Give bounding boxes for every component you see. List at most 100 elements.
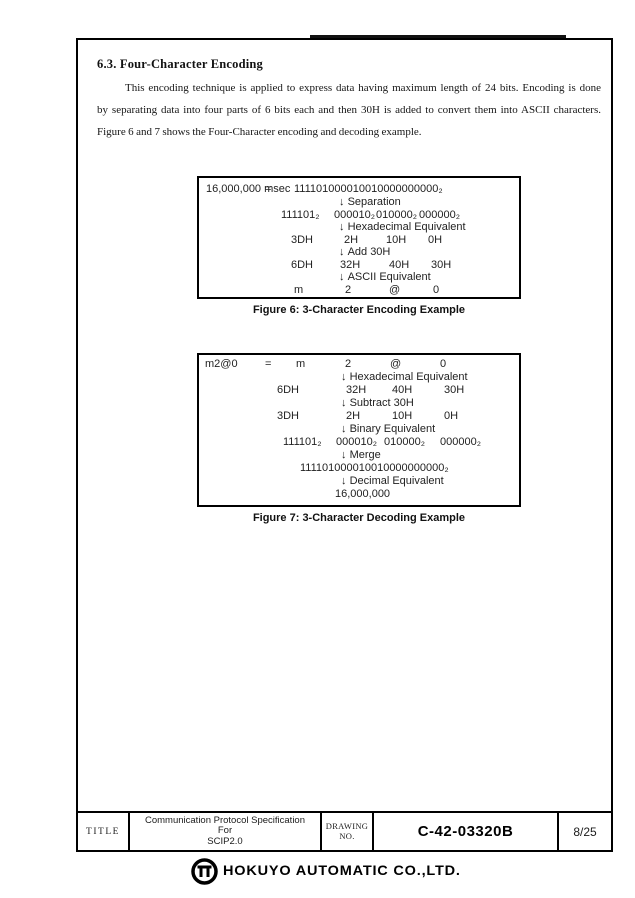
down-arrow-icon: ↓ <box>339 271 345 283</box>
hex-value: 30H <box>444 384 465 396</box>
step-row: ↓ Decimal Equivalent <box>341 475 444 487</box>
drawing-no-label-line: NO. <box>339 830 355 841</box>
step-row: ↓ Binary Equivalent <box>341 423 435 435</box>
figure7-box: m2@0 = m 2 @ 0 ↓ Hexadecimal Equivalent … <box>197 353 521 507</box>
hex-value: 10H <box>386 234 407 246</box>
hex-value: 10H <box>392 410 413 422</box>
figure-row: 111101₂ 000010₂ 010000₂ 000000₂ <box>199 436 519 448</box>
hex-value: 32H <box>346 384 367 396</box>
step-label: ASCII Equivalent <box>347 271 431 283</box>
titleblock: TITLE Communication Protocol Specificati… <box>78 811 611 850</box>
equals-sign: = <box>265 358 272 370</box>
figure6-box: 16,000,000 msec = 1111010000100100000000… <box>197 176 521 299</box>
hex-value: 40H <box>389 259 410 271</box>
equals-sign: = <box>265 183 272 195</box>
down-arrow-icon: ↓ <box>339 221 345 233</box>
ascii-value: m <box>294 284 304 296</box>
hex-value: 6DH <box>291 259 314 271</box>
drawing-number: C-42-03320B <box>372 813 557 850</box>
figure-row: m2@0 = m 2 @ 0 <box>199 358 519 370</box>
ascii-value: 0 <box>433 284 440 296</box>
binary-part: 000000₂ <box>419 209 460 221</box>
figure-row: 111101₂ 000010₂ 010000₂ 000000₂ <box>199 209 519 221</box>
scan-artifact <box>310 35 566 38</box>
step-row: ↓ Separation <box>339 196 401 208</box>
ascii-value: 0 <box>440 358 447 370</box>
down-arrow-icon: ↓ <box>341 449 347 461</box>
binary-full: 111101000010010000000000₂ <box>300 462 449 474</box>
hex-value: 32H <box>340 259 361 271</box>
down-arrow-icon: ↓ <box>341 423 347 435</box>
binary-part: 000010₂ <box>334 209 375 221</box>
drawing-no-label: DRAWING NO. <box>320 813 372 850</box>
hex-value: 40H <box>392 384 413 396</box>
step-row: ↓ Merge <box>341 449 381 461</box>
section-heading: 6.3. Four-Character Encoding <box>97 57 264 71</box>
page-border: TITLE Communication Protocol Specificati… <box>76 38 613 852</box>
step-label: Merge <box>349 449 381 461</box>
doc-title-line: Communication Protocol Specification <box>145 814 305 826</box>
binary-part: 000010₂ <box>336 436 377 448</box>
figure6-caption: Figure 6: 3-Character Encoding Example <box>252 304 466 316</box>
doc-title-line: For <box>217 825 233 837</box>
hokuyo-logo-icon <box>191 857 218 885</box>
step-label: Binary Equivalent <box>349 423 436 435</box>
page-number: 8/25 <box>557 813 611 850</box>
down-arrow-icon: ↓ <box>341 475 347 487</box>
step-row: ↓ Hexadecimal Equivalent <box>341 371 468 383</box>
ascii-value: @ <box>390 358 402 370</box>
input-value: 16,000,000 msec <box>206 183 291 195</box>
step-row: ↓ Add 30H <box>339 246 390 258</box>
figure-row: m 2 @ 0 <box>199 284 519 296</box>
step-label: Decimal Equivalent <box>349 475 444 487</box>
title-label-text: TITLE <box>86 826 120 837</box>
ascii-value: m <box>296 358 306 370</box>
hex-value: 0H <box>428 234 443 246</box>
down-arrow-icon: ↓ <box>341 371 347 383</box>
ascii-value: 2 <box>345 284 352 296</box>
company-logo: HOKUYO AUTOMATIC CO.,LTD. <box>190 856 461 886</box>
down-arrow-icon: ↓ <box>339 246 345 258</box>
body-paragraph-line: This encoding technique is applied to ex… <box>125 82 601 94</box>
hokuyo-logo-text: HOKUYO AUTOMATIC CO.,LTD. <box>223 863 461 879</box>
figure-row: 16,000,000 msec = 1111010000100100000000… <box>199 183 519 195</box>
hex-value: 2H <box>346 410 361 422</box>
decimal-value: 16,000,000 <box>335 488 391 500</box>
step-label: Separation <box>347 196 401 208</box>
ascii-value: @ <box>389 284 401 296</box>
body-paragraph-line: by separating data into four parts of 6 … <box>97 104 601 116</box>
doc-title-line: SCIP2.0 <box>207 835 243 847</box>
down-arrow-icon: ↓ <box>341 397 347 409</box>
hex-value: 30H <box>431 259 452 271</box>
binary-part: 000000₂ <box>440 436 481 448</box>
figure-row: 3DH 2H 10H 0H <box>199 410 519 422</box>
binary-part: 111101₂ <box>283 436 322 448</box>
step-label: Add 30H <box>347 246 391 258</box>
hex-value: 2H <box>344 234 359 246</box>
doc-title: Communication Protocol Specification For… <box>128 813 320 850</box>
hex-value: 3DH <box>291 234 314 246</box>
hex-value: 6DH <box>277 384 300 396</box>
body-paragraph-line: Figure 6 and 7 shows the Four-Character … <box>97 126 422 138</box>
hex-value: 3DH <box>277 410 300 422</box>
step-label: Hexadecimal Equivalent <box>347 221 466 233</box>
figure-row: 111101000010010000000000₂ <box>199 462 519 474</box>
binary-part: 111101₂ <box>281 209 320 221</box>
step-label: Hexadecimal Equivalent <box>349 371 468 383</box>
figure7-caption: Figure 7: 3-Character Decoding Example <box>252 512 466 524</box>
step-row: ↓ Hexadecimal Equivalent <box>339 221 466 233</box>
step-label: Subtract 30H <box>349 397 414 409</box>
body-paragraph: This encoding technique is applied to ex… <box>97 77 601 143</box>
binary-full: 111101000010010000000000₂ <box>294 183 443 195</box>
figure-row: 6DH 32H 40H 30H <box>199 259 519 271</box>
figure-row: 16,000,000 <box>199 488 519 500</box>
input-value: m2@0 <box>205 358 238 370</box>
hex-value: 0H <box>444 410 459 422</box>
title-label: TITLE <box>78 813 128 850</box>
figure-row: 6DH 32H 40H 30H <box>199 384 519 396</box>
binary-part: 010000₂ <box>384 436 425 448</box>
figure-row: 3DH 2H 10H 0H <box>199 234 519 246</box>
down-arrow-icon: ↓ <box>339 196 345 208</box>
drawing-no-label-line: DRAWING <box>325 821 369 831</box>
